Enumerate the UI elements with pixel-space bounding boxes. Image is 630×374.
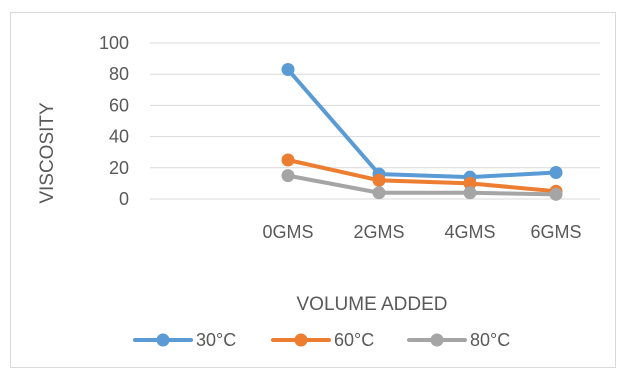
legend-marker — [430, 333, 444, 347]
legend-label: 30°C — [196, 330, 236, 350]
x-category-label: 6GMS — [530, 222, 581, 242]
series-line — [286, 67, 558, 180]
legend-marker — [294, 333, 308, 347]
data-point — [463, 176, 477, 190]
data-point — [281, 63, 295, 77]
legend-label: 60°C — [334, 330, 374, 350]
y-tick-label: 0 — [119, 189, 129, 209]
x-category-label: 2GMS — [353, 222, 404, 242]
legend-item: 60°C — [271, 330, 374, 350]
series-1 — [281, 63, 563, 184]
legend: 30°C 60°C 80°C — [133, 330, 510, 350]
y-tick-label: 100 — [99, 33, 129, 53]
data-point — [281, 169, 295, 183]
legend-item: 80°C — [407, 330, 510, 350]
series-lines — [281, 63, 563, 201]
y-tick-label: 20 — [109, 158, 129, 178]
data-point — [372, 186, 386, 200]
legend-label: 80°C — [470, 330, 510, 350]
data-point — [549, 187, 563, 201]
y-tick-labels: 0 20 40 60 80 100 — [99, 33, 129, 209]
data-point — [463, 186, 477, 200]
series-line — [286, 173, 558, 197]
x-category-label: 0GMS — [262, 222, 313, 242]
x-category-labels: 0GMS 2GMS 4GMS 6GMS — [262, 222, 581, 242]
gridlines — [150, 42, 600, 200]
data-point — [372, 173, 386, 187]
legend-marker — [156, 333, 170, 347]
y-axis-title: VISCOSITY — [37, 102, 58, 204]
chart-frame — [10, 12, 616, 368]
legend-item: 30°C — [133, 330, 236, 350]
data-point — [549, 165, 563, 179]
y-tick-label: 40 — [109, 127, 129, 147]
series-line — [286, 158, 558, 194]
x-axis-title: VOLUME ADDED — [297, 294, 448, 315]
y-tick-label: 80 — [109, 64, 129, 84]
x-category-label: 4GMS — [444, 222, 495, 242]
data-point — [281, 153, 295, 167]
y-tick-label: 60 — [109, 95, 129, 115]
series-3 — [281, 169, 563, 201]
